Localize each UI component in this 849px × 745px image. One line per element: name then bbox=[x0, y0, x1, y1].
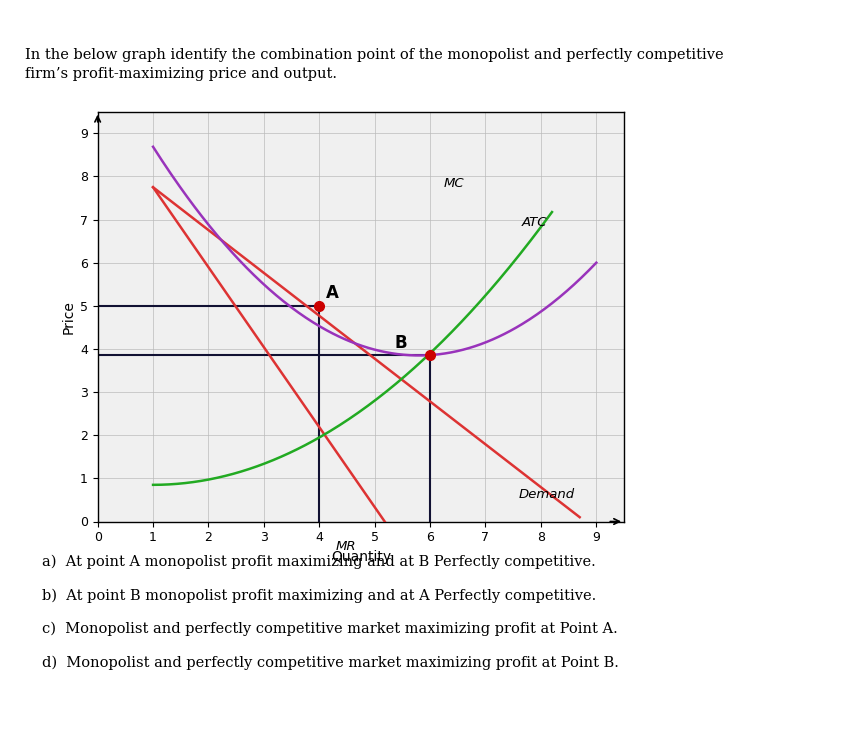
Text: Demand: Demand bbox=[519, 488, 575, 501]
Text: d)  Monopolist and perfectly competitive market maximizing profit at Point B.: d) Monopolist and perfectly competitive … bbox=[42, 656, 619, 670]
Text: b)  At point B monopolist profit maximizing and at A Perfectly competitive.: b) At point B monopolist profit maximizi… bbox=[42, 589, 597, 603]
Text: MR: MR bbox=[336, 539, 357, 553]
X-axis label: Quantity: Quantity bbox=[331, 550, 391, 564]
Y-axis label: Price: Price bbox=[62, 299, 76, 334]
Text: In the below graph identify the combination point of the monopolist and perfectl: In the below graph identify the combinat… bbox=[25, 48, 724, 63]
Text: MC: MC bbox=[444, 177, 464, 190]
Text: B: B bbox=[394, 334, 407, 352]
Text: ATC: ATC bbox=[521, 216, 547, 229]
Text: a)  At point A monopolist profit maximizing and at B Perfectly competitive.: a) At point A monopolist profit maximizi… bbox=[42, 555, 596, 569]
Text: firm’s profit-maximizing price and output.: firm’s profit-maximizing price and outpu… bbox=[25, 67, 337, 81]
Text: A: A bbox=[326, 284, 339, 302]
Text: c)  Monopolist and perfectly competitive market maximizing profit at Point A.: c) Monopolist and perfectly competitive … bbox=[42, 622, 618, 636]
